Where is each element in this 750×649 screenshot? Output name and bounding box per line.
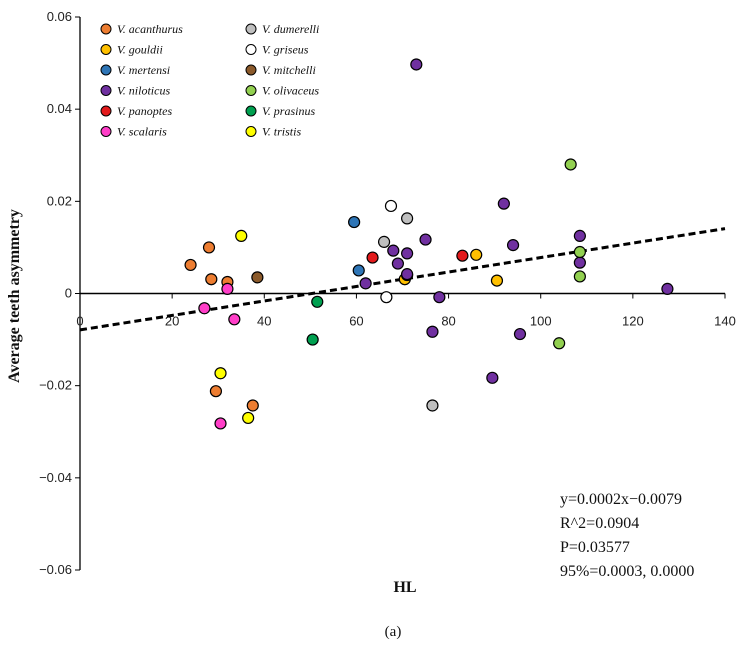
x-tick-label: 80 <box>441 314 455 329</box>
legend-label: V. olivaceus <box>262 84 319 98</box>
legend-label: V. niloticus <box>117 84 170 98</box>
legend-marker <box>245 44 257 55</box>
y-tick-label: −0.04 <box>39 470 72 485</box>
data-point <box>573 229 586 242</box>
y-tick-label: −0.06 <box>39 562 72 577</box>
legend-marker <box>100 126 112 137</box>
legend-label: V. scalaris <box>117 125 167 139</box>
data-point <box>497 197 510 210</box>
data-point <box>661 282 674 295</box>
data-point <box>184 258 197 272</box>
data-point <box>214 367 227 380</box>
legend-label: V. prasinus <box>262 104 315 118</box>
data-point <box>251 271 264 284</box>
data-point <box>391 257 404 270</box>
x-axis-title: HL <box>393 579 416 596</box>
y-tick-label: 0.02 <box>47 193 72 208</box>
stats-line: y=0.0002x−0.0079 <box>560 491 682 508</box>
x-tick-label: 100 <box>530 314 552 329</box>
data-point <box>235 229 248 242</box>
data-point <box>246 399 259 412</box>
data-point <box>221 282 234 295</box>
legend-marker <box>245 23 257 35</box>
data-point <box>573 256 586 269</box>
data-point <box>352 264 365 277</box>
trendline <box>79 227 726 332</box>
x-tick-label: 40 <box>257 314 271 329</box>
stats-line: P=0.03577 <box>560 539 630 556</box>
y-tick-label: 0.06 <box>47 9 72 24</box>
data-point <box>486 371 499 384</box>
figure-caption: (a) <box>385 624 402 640</box>
legend-marker <box>100 85 112 96</box>
legend-marker <box>100 64 112 76</box>
data-point <box>198 302 211 315</box>
data-point <box>573 245 586 259</box>
x-tick-label: 0 <box>76 314 83 329</box>
legend-marker <box>245 105 257 117</box>
legend-marker <box>245 85 257 96</box>
legend-label: V. griseus <box>262 43 309 57</box>
data-point <box>564 158 577 171</box>
stats-line: R^2=0.0904 <box>560 515 639 532</box>
data-point <box>470 248 483 261</box>
legend-label: V. dumerelli <box>262 22 319 36</box>
data-point <box>426 399 439 412</box>
data-point <box>490 274 504 287</box>
data-point <box>410 58 423 71</box>
data-point <box>553 337 566 350</box>
legend-marker <box>100 44 112 55</box>
legend-label: V. mitchelli <box>262 63 316 77</box>
data-point <box>419 233 432 246</box>
data-point <box>366 251 379 264</box>
legend-label: V. tristis <box>262 125 301 139</box>
data-point <box>387 244 400 257</box>
data-point <box>228 313 241 326</box>
y-axis-title: Average teeth asymmetry <box>6 209 23 383</box>
data-point <box>573 270 586 283</box>
data-point <box>380 291 393 304</box>
data-point <box>433 291 446 304</box>
data-point <box>306 333 319 346</box>
data-point <box>348 215 361 229</box>
legend-label: V. gouldii <box>117 43 163 57</box>
data-point <box>401 268 414 281</box>
data-point <box>214 417 227 430</box>
y-tick-label: 0 <box>65 286 72 301</box>
legend-marker <box>100 105 112 117</box>
x-tick-label: 140 <box>714 314 736 329</box>
data-point <box>202 241 216 254</box>
data-point <box>506 239 520 252</box>
data-point <box>401 247 414 260</box>
legend-label: V. mertensi <box>117 63 170 77</box>
data-point <box>426 325 439 338</box>
data-point <box>377 235 391 248</box>
y-tick-label: 0.04 <box>47 101 72 116</box>
stats-line: 95%=0.0003, 0.0000 <box>560 563 694 580</box>
data-point <box>359 277 372 290</box>
data-point <box>513 327 527 341</box>
data-point <box>209 385 223 398</box>
legend-marker <box>245 126 257 137</box>
legend-label: V. panoptes <box>117 104 172 118</box>
data-point <box>205 273 218 286</box>
legend-label: V. acanthurus <box>117 22 183 36</box>
data-point <box>242 411 255 425</box>
x-tick-label: 60 <box>349 314 363 329</box>
data-point <box>384 199 398 213</box>
legend-marker <box>100 23 112 35</box>
data-point <box>311 295 324 308</box>
y-tick-label: −0.02 <box>39 378 72 393</box>
legend-marker <box>245 64 257 76</box>
x-tick-label: 120 <box>622 314 644 329</box>
data-point <box>456 249 469 262</box>
data-point <box>401 212 414 225</box>
